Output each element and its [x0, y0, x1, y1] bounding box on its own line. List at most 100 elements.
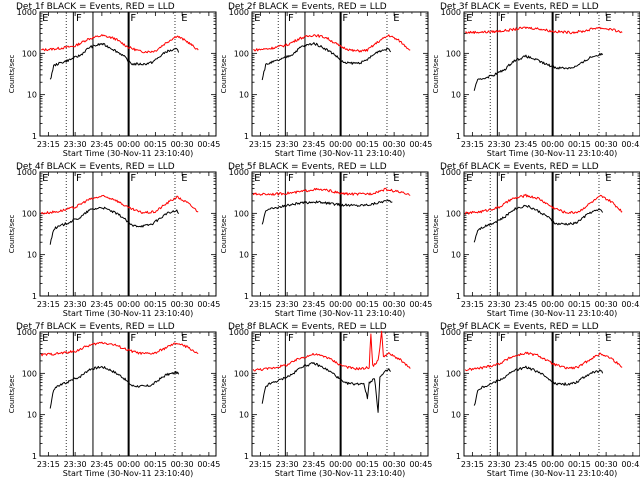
y-tick-label: 1: [32, 292, 37, 301]
x-tick-label: 00:45: [409, 140, 432, 149]
x-tick-label: 00:00: [117, 140, 140, 149]
y-tick-label: 1: [456, 292, 461, 301]
y-axis-label: Counts/sec: [8, 215, 16, 254]
y-tick-label: 10: [451, 251, 461, 260]
flag-label: E: [181, 333, 187, 344]
x-tick-label: 00:15: [144, 300, 167, 309]
panel-title: Det 8f BLACK = Events, RED = LLD: [228, 322, 387, 332]
x-tick-label: 00:45: [197, 300, 220, 309]
flag-label: E: [393, 173, 399, 184]
lld-rate-line: [253, 34, 411, 53]
x-tick-label: 23:45: [90, 140, 113, 149]
x-tick-label: 00:30: [383, 300, 406, 309]
y-tick-label: 100: [22, 209, 37, 218]
lld-rate-line: [40, 194, 199, 215]
lld-rate-line: [464, 193, 623, 215]
x-tick-label: 23:30: [488, 140, 511, 149]
x-tick-label: 00:00: [117, 300, 140, 309]
flag-label: E: [605, 173, 611, 184]
flag-label: E: [254, 173, 260, 184]
x-tick-label: 00:45: [621, 140, 640, 149]
flag-label: E: [393, 333, 399, 344]
y-tick-label: 1: [244, 292, 249, 301]
flag-label: F: [288, 333, 294, 344]
y-tick-label: 100: [446, 209, 461, 218]
events-rate-line: [49, 42, 180, 80]
panel-3: Det 3f BLACK = Events, RED = LLD 1 10 100 10…: [432, 2, 640, 158]
events-rate-line: [49, 365, 180, 409]
events-rate-line: [261, 42, 392, 81]
x-tick-label: 23:15: [37, 140, 60, 149]
x-tick-label: 23:15: [461, 460, 484, 469]
flag-label: E: [42, 173, 48, 184]
y-axis-label: Counts/sec: [432, 55, 440, 94]
y-tick-label: 10: [239, 251, 249, 260]
flag-label: F: [500, 13, 506, 24]
y-axis-label: Counts/sec: [8, 55, 16, 94]
flag-label: E: [42, 13, 48, 24]
x-tick-label: 23:45: [514, 300, 537, 309]
x-tick-label: 23:30: [276, 460, 299, 469]
panel-6: Det 6f BLACK = Events, RED = LLD 1 10 100 10…: [432, 162, 640, 318]
y-tick-label: 1000: [441, 328, 461, 337]
events-rate-line: [473, 204, 604, 243]
flag-label: E: [181, 173, 187, 184]
x-tick-label: 00:00: [329, 300, 352, 309]
panel-5: Det 5f BLACK = Events, RED = LLD 1 10 100 10…: [220, 162, 432, 318]
y-tick-label: 10: [451, 91, 461, 100]
y-tick-label: 100: [234, 209, 249, 218]
flag-label: E: [466, 13, 472, 24]
x-tick-label: 00:30: [171, 460, 194, 469]
y-tick-label: 1: [244, 132, 249, 141]
x-tick-label: 23:45: [514, 140, 537, 149]
y-tick-label: 100: [22, 49, 37, 58]
flag-label: E: [42, 333, 48, 344]
events-rate-line: [261, 362, 391, 413]
flag-label: F: [130, 333, 136, 344]
x-tick-label: 23:45: [302, 300, 325, 309]
x-tick-label: 23:45: [302, 460, 325, 469]
x-tick-label: 23:30: [64, 300, 87, 309]
flag-label: F: [288, 13, 294, 24]
y-tick-label: 1: [32, 132, 37, 141]
x-tick-label: 23:30: [64, 140, 87, 149]
flag-label: F: [342, 333, 348, 344]
x-tick-label: 23:15: [37, 300, 60, 309]
flag-label: F: [342, 173, 348, 184]
x-tick-label: 00:00: [117, 460, 140, 469]
y-axis-label: Counts/sec: [432, 375, 440, 414]
panel-title: Det 7f BLACK = Events, RED = LLD: [16, 322, 175, 332]
panel-title: Det 2f BLACK = Events, RED = LLD: [228, 2, 387, 12]
flag-label: F: [76, 13, 82, 24]
y-tick-label: 1000: [229, 328, 249, 337]
x-tick-label: 23:15: [249, 140, 272, 149]
events-rate-line: [49, 206, 180, 245]
x-axis-label: Start Time (30-Nov-11 23:10:40): [63, 469, 193, 478]
y-tick-label: 1: [456, 452, 461, 461]
x-tick-label: 23:15: [37, 460, 60, 469]
flag-label: F: [76, 173, 82, 184]
x-tick-label: 00:15: [144, 140, 167, 149]
x-tick-label: 00:45: [621, 300, 640, 309]
x-tick-label: 23:45: [90, 300, 113, 309]
y-tick-label: 1: [32, 452, 37, 461]
x-tick-label: 23:30: [64, 460, 87, 469]
panel-4: Det 4f BLACK = Events, RED = LLD 1 10 100 10…: [8, 162, 220, 318]
y-axis-label: Counts/sec: [220, 55, 228, 94]
x-tick-label: 00:30: [171, 300, 194, 309]
y-tick-label: 10: [239, 411, 249, 420]
x-tick-label: 23:30: [276, 300, 299, 309]
flag-label: E: [466, 173, 472, 184]
y-axis-label: Counts/sec: [432, 215, 440, 254]
x-tick-label: 23:30: [488, 300, 511, 309]
y-tick-label: 1: [244, 452, 249, 461]
x-tick-label: 00:00: [329, 460, 352, 469]
events-rate-line: [473, 52, 604, 91]
flag-label: E: [254, 13, 260, 24]
y-axis-label: Counts/sec: [8, 375, 16, 414]
x-tick-label: 00:30: [595, 460, 618, 469]
y-axis-label: Counts/sec: [220, 375, 228, 414]
y-tick-label: 100: [22, 369, 37, 378]
y-tick-label: 10: [27, 91, 37, 100]
